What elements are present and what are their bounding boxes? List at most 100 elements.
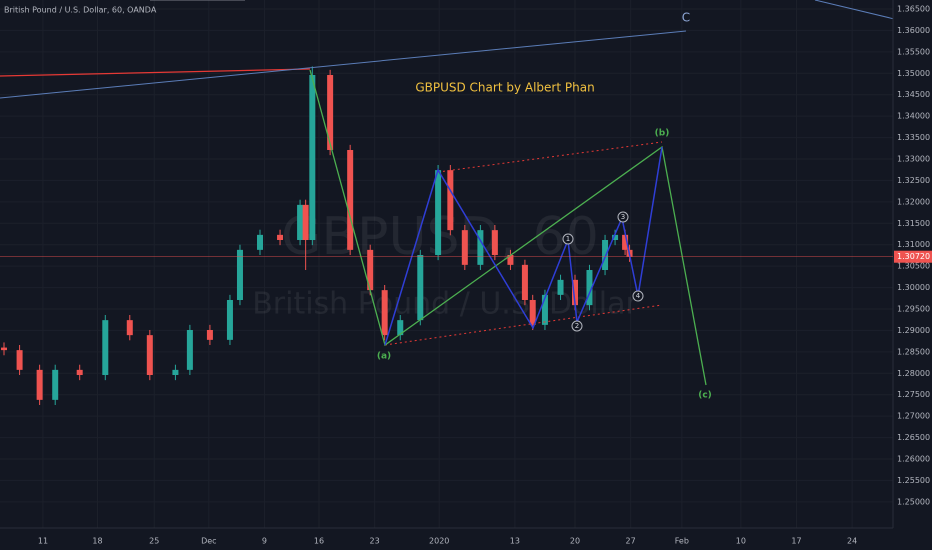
axes: 1.25000 1.25500 1.26000 1.26500 1.27000 1.275… [0, 5, 932, 546]
candle-body [586, 270, 593, 306]
watermark-name: British Pound / U.S. Dollar [252, 287, 638, 322]
x-tick-label: 9 [262, 537, 267, 546]
candle-body [557, 279, 564, 295]
x-tick-label: 24 [847, 537, 857, 546]
candle-body [367, 249, 374, 291]
x-tick-label: 10 [736, 537, 746, 546]
candle-body [327, 75, 334, 150]
candle-body [507, 255, 514, 265]
candle-body [397, 320, 404, 336]
candle-body [622, 234, 629, 250]
y-tick-label: 1.34500 [897, 90, 930, 99]
candle-body [309, 75, 316, 240]
trend-line [0, 30, 687, 99]
candle-body [297, 204, 304, 240]
y-tick-label: 1.30000 [897, 283, 930, 292]
wave-line [309, 69, 707, 386]
wave-label: (a) [377, 352, 391, 362]
wave-marker [617, 211, 629, 223]
candle-body [257, 234, 264, 250]
candle-body [126, 320, 133, 336]
y-tick-label: 1.35000 [897, 69, 930, 78]
candle-body [1, 347, 8, 351]
wave-label: 2 [575, 322, 579, 330]
candle-body [381, 290, 388, 336]
x-tick-label: 17 [791, 537, 801, 546]
y-tick-label: 1.27500 [897, 390, 930, 399]
drawings [0, 0, 932, 386]
candle-body [435, 170, 442, 255]
y-tick-label: 1.25000 [897, 497, 930, 506]
candle-body [172, 369, 179, 375]
candle-body [16, 350, 23, 370]
candle-body [206, 330, 213, 340]
x-tick-label: Feb [675, 537, 689, 546]
price-axis [893, 0, 932, 550]
y-tick-label: 1.25500 [897, 476, 930, 485]
candle-body [302, 204, 309, 240]
wave-label: (b) [655, 129, 670, 139]
x-tick-label: 25 [149, 537, 159, 546]
y-tick-label: 1.27000 [897, 412, 930, 421]
y-tick-label: 1.33500 [897, 133, 930, 142]
wave-line [384, 146, 663, 346]
candle-body [277, 234, 284, 240]
candle-body [491, 230, 498, 255]
y-tick-label: 1.26000 [897, 455, 930, 464]
y-tick-label: 1.31000 [897, 240, 930, 249]
candle-body [236, 249, 243, 300]
candle-body [612, 234, 619, 240]
y-tick-label: 1.26500 [897, 433, 930, 442]
y-tick-label: 1.28000 [897, 369, 930, 378]
y-tick-label: 1.34000 [897, 112, 930, 121]
candle-body [36, 369, 43, 400]
x-tick-label: 27 [626, 537, 636, 546]
y-tick-label: 1.35500 [897, 47, 930, 56]
x-tick-label: 16 [314, 537, 324, 546]
candle-body [417, 255, 424, 321]
grid [0, 0, 893, 528]
y-tick-label: 1.32500 [897, 176, 930, 185]
last-price-label: 1.30720 [897, 252, 930, 261]
x-tick-label: 18 [92, 537, 102, 546]
candle-body [461, 230, 468, 265]
y-tick-label: 1.28500 [897, 347, 930, 356]
x-tick-label: 20 [570, 537, 580, 546]
candle-body [146, 335, 153, 375]
chart-header: British Pound / U.S. Dollar, 60, OANDA [4, 6, 157, 15]
candles [1, 66, 633, 405]
wave-label: 3 [621, 213, 625, 221]
candle-body [521, 264, 528, 300]
y-tick-label: 1.36500 [897, 5, 930, 14]
y-tick-label: 1.29000 [897, 326, 930, 335]
wave-label: 4 [636, 292, 641, 300]
x-tick-label: 2020 [429, 537, 449, 546]
candle-body [447, 170, 454, 231]
candle-body [529, 300, 536, 325]
candle-body [541, 294, 548, 325]
candle-body [572, 279, 579, 306]
wave-marker [571, 320, 583, 332]
x-tick-label: Dec [201, 537, 216, 546]
candle-body [76, 369, 83, 375]
candle-body [602, 240, 609, 270]
wave-label: 1 [566, 235, 570, 243]
candle-body [226, 300, 233, 340]
y-tick-label: 1.30500 [897, 262, 930, 271]
y-tick-label: 1.32000 [897, 197, 930, 206]
wave-marker [562, 233, 574, 245]
x-tick-label: 11 [38, 537, 48, 546]
wave-label: C [682, 11, 690, 25]
candle-body [347, 150, 354, 250]
y-tick-label: 1.33000 [897, 155, 930, 164]
y-tick-label: 1.31500 [897, 219, 930, 228]
y-tick-label: 1.36000 [897, 26, 930, 35]
candle-body [186, 330, 193, 370]
candle-body [477, 230, 484, 265]
candle-body [52, 369, 59, 400]
last-price-box [894, 250, 932, 263]
trend-line [0, 68, 311, 77]
y-tick-label: 1.29500 [897, 305, 930, 314]
